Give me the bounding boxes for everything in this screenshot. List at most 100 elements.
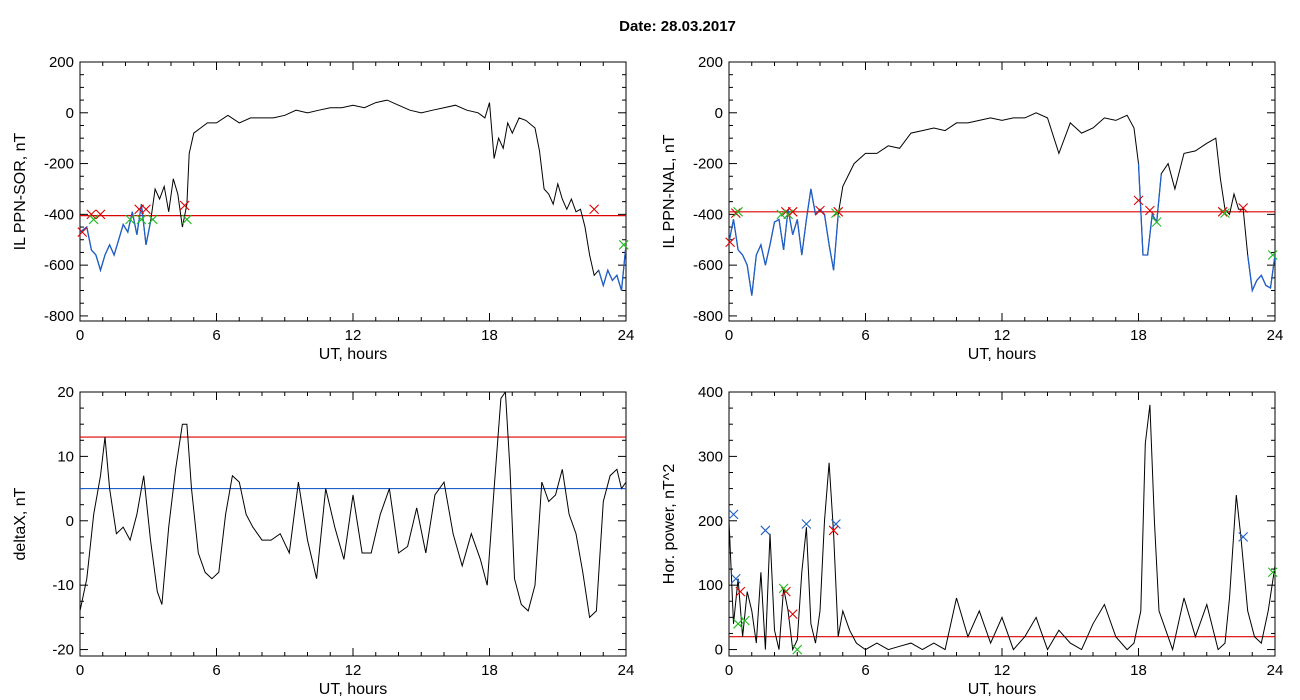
x-marker — [735, 586, 746, 597]
x-tick-label: 24 — [618, 662, 635, 679]
y-tick-label: -10 — [52, 577, 74, 594]
y-tick-label: -800 — [693, 308, 723, 325]
x-marker — [136, 214, 147, 225]
x-marker — [725, 237, 736, 248]
x-tick-label: 6 — [212, 327, 220, 344]
x-marker — [1144, 205, 1155, 216]
x-marker — [95, 209, 106, 220]
y-tick-label: 20 — [57, 384, 74, 401]
x-marker — [141, 204, 151, 215]
x-tick-label: 24 — [1267, 662, 1284, 679]
y-tick-label: 400 — [698, 384, 723, 401]
x-tick-label: 12 — [994, 327, 1011, 344]
highlight-segment — [729, 188, 839, 296]
series-line — [729, 404, 1275, 652]
highlight-segment — [598, 244, 626, 291]
x-marker — [88, 214, 99, 225]
x-marker — [1238, 531, 1249, 542]
series-line — [729, 112, 1275, 296]
y-tick-label: -400 — [693, 206, 723, 223]
y-tick-label: 200 — [698, 513, 723, 530]
y-axis-label: deltaX, nT — [12, 487, 29, 560]
x-marker — [730, 573, 741, 584]
x-tick-label: 18 — [481, 662, 498, 679]
x-marker — [147, 214, 158, 225]
chart-panel-3: 0 6 12 18 24 -20 -10 0 10 20 UT, hours deltaX, nT — [12, 384, 634, 698]
x-tick-label: 12 — [345, 327, 362, 344]
x-tick-label: 6 — [212, 662, 220, 679]
chart-panel-4: 0 6 12 18 24 0 100 200 300 400 UT, hours Hor. power… — [661, 384, 1283, 698]
x-marker — [801, 519, 812, 529]
x-marker — [733, 206, 743, 217]
y-tick-label: 0 — [715, 642, 723, 659]
figure-title: Date: 28.03.2017 — [619, 18, 736, 35]
x-marker — [776, 209, 787, 220]
x-marker — [134, 204, 145, 215]
x-marker — [787, 206, 798, 217]
plot-frame — [79, 391, 627, 657]
highlight-segment — [80, 204, 152, 273]
chart-panel-2: 0 6 12 18 24 -800 -600 -400 -200 0 200 UT, hours IL … — [661, 54, 1283, 363]
x-marker — [589, 204, 600, 215]
x-marker — [1217, 206, 1228, 217]
x-tick-label: 24 — [618, 327, 635, 344]
y-tick-label: 0 — [66, 105, 74, 122]
x-tick-label: 24 — [1267, 327, 1284, 344]
x-marker — [760, 525, 771, 536]
x-marker — [778, 583, 789, 594]
y-tick-label: 10 — [57, 448, 74, 465]
y-tick-label: -200 — [693, 156, 723, 173]
x-marker — [815, 205, 825, 216]
y-tick-label: 200 — [698, 54, 723, 71]
y-tick-label: -600 — [44, 257, 74, 274]
y-tick-label: -400 — [44, 206, 74, 223]
x-marker — [730, 208, 741, 218]
x-marker — [783, 209, 794, 220]
x-tick-label: 0 — [76, 327, 84, 344]
y-tick-label: -20 — [52, 642, 74, 659]
x-tick-label: 0 — [725, 327, 733, 344]
y-tick-label: -600 — [693, 257, 723, 274]
y-axis-label: IL PPN-SOR, nT — [12, 132, 29, 250]
x-marker — [1238, 203, 1249, 213]
x-tick-label: 12 — [345, 662, 362, 679]
x-marker — [125, 214, 135, 225]
x-marker — [1220, 208, 1230, 218]
x-axis-label: UT, hours — [319, 346, 387, 363]
x-tick-label: 6 — [861, 662, 869, 679]
x-tick-label: 18 — [481, 327, 498, 344]
x-tick-label: 6 — [861, 327, 869, 344]
x-marker — [179, 200, 190, 211]
series-line — [80, 99, 626, 291]
y-tick-label: 200 — [49, 54, 74, 71]
x-marker — [182, 214, 192, 225]
chart-panel-1: 0 6 12 18 24 -800 -600 -400 -200 0 200 UT, hours IL … — [12, 54, 634, 363]
x-marker — [828, 525, 839, 536]
x-marker — [1151, 217, 1162, 227]
y-tick-label: 300 — [698, 448, 723, 465]
x-marker — [792, 644, 803, 655]
x-marker — [780, 586, 791, 597]
x-axis-label: UT, hours — [968, 346, 1036, 363]
x-tick-label: 18 — [1130, 327, 1147, 344]
x-marker — [831, 208, 841, 218]
x-axis-label: UT, hours — [968, 681, 1036, 698]
x-marker — [728, 509, 739, 520]
x-tick-label: 0 — [76, 662, 84, 679]
x-axis-label: UT, hours — [319, 681, 387, 698]
x-marker — [740, 615, 750, 626]
x-tick-label: 0 — [725, 662, 733, 679]
x-marker — [833, 206, 844, 217]
x-marker — [733, 618, 743, 629]
y-tick-label: 0 — [66, 513, 74, 530]
x-marker — [618, 239, 629, 250]
y-tick-label: 100 — [698, 577, 723, 594]
y-tick-label: -800 — [44, 308, 74, 325]
x-marker — [787, 609, 798, 620]
x-marker — [831, 519, 841, 529]
series-line — [80, 392, 626, 619]
highlight-segment — [1247, 254, 1275, 293]
y-axis-label: IL PPN-NAL, nT — [661, 134, 678, 248]
x-marker — [86, 209, 97, 220]
